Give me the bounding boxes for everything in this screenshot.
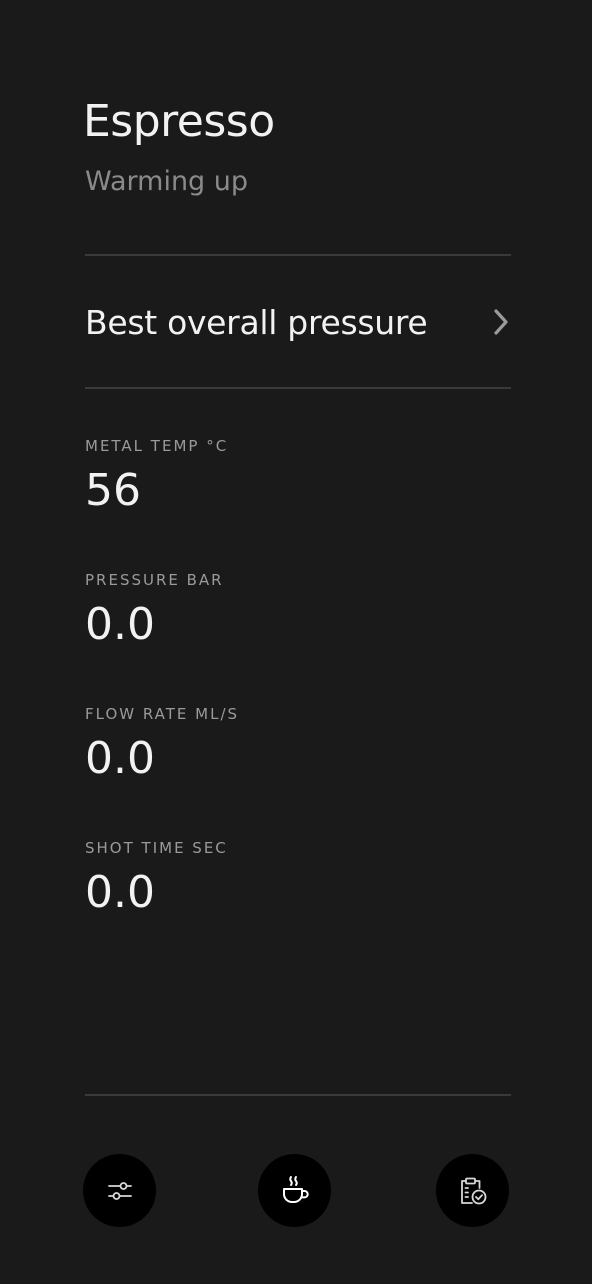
metric-value: 0.0	[85, 867, 155, 918]
chevron-right-icon	[494, 309, 508, 335]
metric-label: PRESSURE BAR	[85, 571, 224, 589]
page-title: Espresso	[83, 96, 275, 147]
metric-pressure: PRESSURE BAR 0.0	[85, 571, 224, 647]
coffee-cup-icon	[282, 1175, 309, 1203]
metric-label: FLOW RATE ML/S	[85, 705, 240, 723]
metric-value: 0.0	[85, 733, 155, 784]
clipboard-check-icon	[460, 1177, 486, 1204]
profile-selector[interactable]: Best overall pressure	[85, 256, 511, 388]
brew-button[interactable]	[258, 1154, 331, 1227]
metric-flow-rate: FLOW RATE ML/S 0.0	[85, 705, 239, 781]
metric-value: 56	[85, 465, 141, 516]
history-button[interactable]	[436, 1154, 509, 1227]
metric-label: METAL TEMP °C	[85, 437, 229, 455]
settings-button[interactable]	[83, 1154, 156, 1227]
divider-middle	[85, 387, 511, 389]
divider-bottom	[85, 1094, 511, 1096]
sliders-icon	[107, 1181, 132, 1200]
status-text: Warming up	[85, 166, 249, 197]
metric-value: 0.0	[85, 599, 155, 650]
profile-label: Best overall pressure	[85, 302, 428, 342]
metric-label: SHOT TIME SEC	[85, 839, 228, 857]
metric-shot-time: SHOT TIME SEC 0.0	[85, 839, 228, 915]
metric-metal-temp: METAL TEMP °C 56	[85, 437, 228, 513]
divider-top	[85, 254, 511, 256]
